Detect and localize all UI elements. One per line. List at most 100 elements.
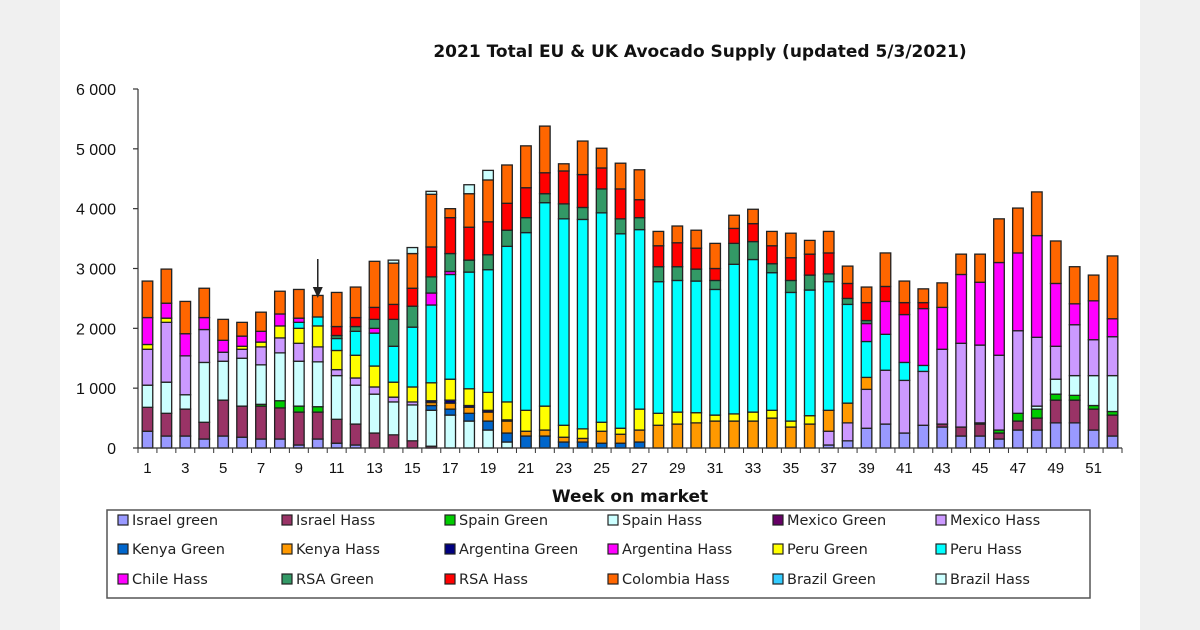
bar-stack-week-18 xyxy=(463,184,476,449)
legend-label: Chile Hass xyxy=(132,572,208,588)
bar-segment-kenya-green xyxy=(482,420,495,431)
legend-swatch-icon xyxy=(117,543,129,555)
legend-swatch-icon xyxy=(607,573,619,585)
legend-swatch-icon xyxy=(772,543,784,555)
bar-segment-colombia-hass xyxy=(576,140,589,176)
bar-segment-peru-hass xyxy=(671,279,684,413)
legend-swatch-icon xyxy=(281,514,293,526)
bar-stack-week-46 xyxy=(993,218,1005,449)
bar-segment-chile-hass xyxy=(1087,300,1100,341)
legend-label: Kenya Green xyxy=(132,542,225,558)
bar-segment-peru-hass xyxy=(311,316,324,327)
bar-segment-colombia-hass xyxy=(803,239,816,255)
bar-segment-spain-hass xyxy=(349,384,362,425)
bar-segment-mexico-hass xyxy=(936,348,949,425)
bar-segment-colombia-hass xyxy=(784,232,797,259)
bar-stack-week-23 xyxy=(557,163,570,449)
bar-segment-rsa-hass xyxy=(879,285,892,303)
bar-segment-spain-green xyxy=(292,405,305,413)
bar-segment-kenya-green xyxy=(444,408,457,416)
legend-swatch-icon xyxy=(772,573,784,585)
bar-segment-colombia-hass xyxy=(406,252,419,289)
legend-item: Argentina Green xyxy=(444,542,578,558)
bar-segment-colombia-hass xyxy=(519,145,532,189)
legend-swatch-icon xyxy=(444,543,456,555)
bar-segment-spain-green xyxy=(1011,412,1024,422)
bar-segment-rsa-hass xyxy=(690,247,703,270)
legend-item: Spain Green xyxy=(444,513,548,529)
bar-segment-mexico-hass xyxy=(160,321,173,383)
bar-segment-colombia-hass xyxy=(728,214,741,230)
bar-segment-kenya-green xyxy=(633,441,646,449)
y-tick-label: 3 000 xyxy=(76,262,116,279)
bar-segment-peru-hass xyxy=(822,281,835,411)
bar-segment-spain-hass xyxy=(1049,378,1062,395)
bar-segment-peru-green xyxy=(747,411,759,422)
bar-segment-colombia-hass xyxy=(898,280,911,304)
legend-item: RSA Green xyxy=(281,572,374,588)
bar-segment-israel-hass xyxy=(330,418,343,444)
bar-segment-israel-hass xyxy=(273,407,286,440)
bar-stack-week-2 xyxy=(160,268,173,449)
bar-segment-peru-hass xyxy=(292,321,305,329)
bar-segment-rsa-hass xyxy=(747,222,759,243)
bar-segment-kenya-hass xyxy=(482,411,495,422)
bar-segment-peru-hass xyxy=(652,281,665,414)
bar-segment-chile-hass xyxy=(179,333,192,357)
legend-swatch-icon xyxy=(117,514,129,526)
x-tick-label: 9 xyxy=(295,460,303,477)
bar-segment-chile-hass xyxy=(217,339,230,353)
x-tick-label: 13 xyxy=(366,460,383,477)
bar-segment-rsa-hass xyxy=(595,167,608,190)
bar-segment-colombia-hass xyxy=(425,193,438,248)
bar-stack-week-37 xyxy=(822,230,835,449)
bar-segment-rsa-hass xyxy=(784,257,797,282)
x-tick-label: 51 xyxy=(1085,460,1102,477)
bar-segment-kenya-hass xyxy=(538,429,551,437)
bar-stack-week-4 xyxy=(198,287,211,449)
bar-segment-peru-green xyxy=(255,341,267,348)
legend-label: Kenya Hass xyxy=(296,542,380,558)
bar-segment-spain-hass xyxy=(330,374,343,420)
x-axis-label: Week on market xyxy=(552,487,708,507)
bar-segment-peru-hass xyxy=(368,332,381,367)
bar-segment-peru-green xyxy=(671,411,684,425)
bar-segment-colombia-hass xyxy=(217,318,230,341)
bar-segment-israel-hass xyxy=(255,405,267,440)
bar-segment-israel-hass xyxy=(1068,399,1081,424)
bar-segment-israel-hass xyxy=(292,411,305,446)
bar-segment-peru-green xyxy=(595,421,608,432)
legend-label: Peru Green xyxy=(787,542,868,558)
bar-segment-colombia-hass xyxy=(822,230,835,254)
bar-segment-kenya-hass xyxy=(690,422,703,449)
bar-segment-spain-hass xyxy=(368,393,381,434)
bar-segment-israel-hass xyxy=(160,412,173,437)
bar-stack-week-39 xyxy=(860,286,873,449)
bar-segment-peru-hass xyxy=(387,345,400,383)
bar-segment-chile-hass xyxy=(860,322,873,343)
bar-segment-chile-hass xyxy=(974,281,987,346)
legend-swatch-icon xyxy=(935,543,947,555)
bar-segment-peru-hass xyxy=(879,333,892,371)
bar-segment-kenya-green xyxy=(614,442,627,449)
bar-segment-colombia-hass xyxy=(160,268,173,304)
bar-segment-rsa-hass xyxy=(557,170,570,205)
bar-segment-israel-green xyxy=(179,435,192,449)
bar-segment-rsa-green xyxy=(501,229,513,248)
legend-label: Mexico Hass xyxy=(950,513,1040,529)
bar-segment-rsa-hass xyxy=(444,216,457,255)
bar-segment-kenya-hass xyxy=(614,433,627,444)
bar-segment-colombia-hass xyxy=(747,208,759,225)
bar-segment-peru-green xyxy=(519,409,532,432)
bar-segment-mexico-hass xyxy=(368,386,381,395)
bar-segment-rsa-green xyxy=(690,268,703,282)
bar-stack-week-14 xyxy=(387,259,400,449)
bar-segment-brazil-hass xyxy=(387,259,400,264)
bar-segment-israel-green xyxy=(841,440,854,449)
bar-segment-mexico-hass xyxy=(330,368,343,377)
bar-segment-peru-hass xyxy=(463,271,476,390)
bar-segment-brazil-hass xyxy=(425,190,438,195)
bar-segment-rsa-hass xyxy=(463,226,476,261)
bar-segment-israel-green xyxy=(1030,429,1043,449)
bar-segment-peru-green xyxy=(784,420,797,428)
